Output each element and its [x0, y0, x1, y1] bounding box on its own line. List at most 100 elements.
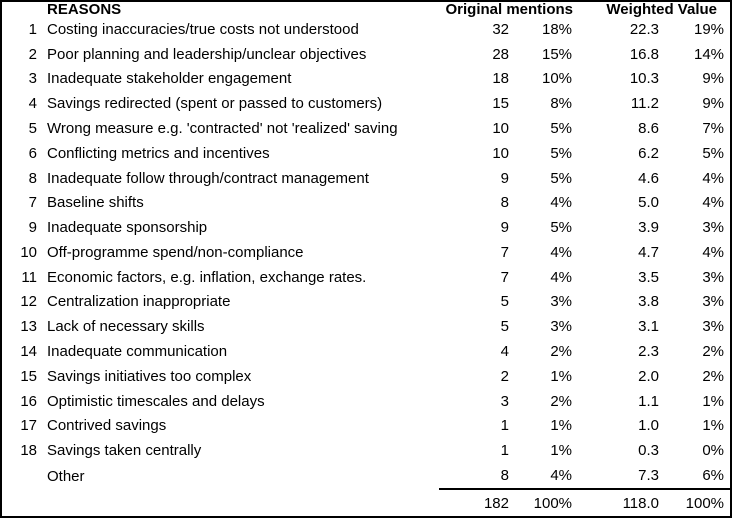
reason-cell: Other: [47, 467, 85, 485]
table-row: 12 Centralization inappropriate 5 3% 3.8…: [2, 290, 730, 315]
reason-cell: Centralization inappropriate: [47, 293, 231, 311]
mentions-pct-cell: 15%: [541, 45, 573, 63]
rank-cell: 13: [20, 318, 37, 336]
reason-cell: Inadequate follow through/contract manag…: [47, 169, 369, 187]
mentions-count-cell: 28: [492, 45, 509, 63]
mentions-count-cell: 7: [500, 243, 509, 261]
rank-cell: 8: [28, 169, 37, 187]
table-row: 2 Poor planning and leadership/unclear o…: [2, 42, 730, 67]
weighted-pct-cell: 0%: [702, 442, 725, 460]
rank-header-spacer: [2, 2, 40, 17]
reason-cell: Inadequate communication: [47, 343, 228, 361]
weighted-value-cell: 22.3: [629, 20, 660, 38]
weighted-pct-cell: 4%: [702, 194, 725, 212]
reason-cell: Off-programme spend/non-compliance: [47, 243, 304, 261]
weighted-pct-cell: 1%: [702, 392, 725, 410]
table-row: 15 Savings initiatives too complex 2 1% …: [2, 364, 730, 389]
table-row: 4 Savings redirected (spent or passed to…: [2, 91, 730, 116]
mentions-count-cell: 32: [492, 20, 509, 38]
table-row: 8 Inadequate follow through/contract man…: [2, 166, 730, 191]
table-row: 3 Inadequate stakeholder engagement 18 1…: [2, 67, 730, 92]
reason-cell: Inadequate sponsorship: [47, 219, 208, 237]
mentions-pct-cell: 5%: [550, 144, 573, 162]
table-row: 6 Conflicting metrics and incentives 10 …: [2, 141, 730, 166]
reason-cell: Baseline shifts: [47, 194, 144, 212]
weighted-value-cell: 7.3: [638, 467, 660, 485]
mentions-count-cell: 5: [500, 318, 509, 336]
weighted-value-cell: 8.6: [638, 120, 660, 138]
mentions-count-cell: 4: [500, 343, 509, 361]
rank-cell: 3: [28, 70, 37, 88]
rank-cell: [2, 463, 40, 489]
reason-cell: Optimistic timescales and delays: [47, 392, 265, 410]
weighted-pct-cell: 4%: [702, 243, 725, 261]
rank-cell: [2, 489, 40, 516]
mentions-count-cell: 18: [492, 70, 509, 88]
table-row: 11 Economic factors, e.g. inflation, exc…: [2, 265, 730, 290]
weighted-pct-cell: 3%: [702, 318, 725, 336]
mentions-pct-cell: 3%: [550, 318, 573, 336]
rank-cell: 18: [20, 442, 37, 460]
weighted-value-cell: 1.0: [638, 417, 660, 435]
mentions-count-cell: 7: [500, 268, 509, 286]
weighted-value-cell: 16.8: [629, 45, 660, 63]
rank-cell: 17: [20, 417, 37, 435]
mentions-count-cell: 9: [500, 169, 509, 187]
weighted-pct-cell: 3%: [702, 293, 725, 311]
original-mentions-header: Original mentions: [445, 1, 574, 18]
weighted-pct-cell: 3%: [702, 219, 725, 237]
table-row: 13 Lack of necessary skills 5 3% 3.1 3%: [2, 314, 730, 339]
rank-cell: 9: [28, 219, 37, 237]
weighted-value-cell: 3.8: [638, 293, 660, 311]
weighted-pct-cell: 4%: [702, 169, 725, 187]
table-row: 7 Baseline shifts 8 4% 5.0 4%: [2, 190, 730, 215]
rank-cell: 1: [28, 20, 37, 38]
mentions-pct-cell: 1%: [550, 417, 573, 435]
mentions-pct-cell: 2%: [550, 343, 573, 361]
rank-cell: 12: [20, 293, 37, 311]
table-row: 9 Inadequate sponsorship 9 5% 3.9 3%: [2, 215, 730, 240]
mentions-count-cell: 8: [500, 194, 509, 212]
weighted-pct-cell: 5%: [702, 144, 725, 162]
weighted-value-cell: 2.3: [638, 343, 660, 361]
weighted-pct-cell: 2%: [702, 367, 725, 385]
weighted-value-cell: 11.2: [630, 95, 660, 113]
mentions-pct-cell: 1%: [550, 367, 573, 385]
weighted-value-cell: 1.1: [638, 392, 660, 410]
reason-cell: Savings initiatives too complex: [47, 367, 252, 385]
mentions-pct-cell: 4%: [550, 243, 573, 261]
mentions-pct-cell: 3%: [550, 293, 573, 311]
rank-cell: 11: [21, 268, 37, 286]
mentions-pct-cell: 4%: [550, 467, 573, 485]
reason-cell: Economic factors, e.g. inflation, exchan…: [47, 268, 367, 286]
weighted-pct-cell: 19%: [693, 20, 725, 38]
mentions-count-cell: 182: [439, 488, 511, 516]
mentions-count-cell: 1: [500, 417, 509, 435]
weighted-pct-cell: 9%: [702, 70, 725, 88]
mentions-pct-cell: 5%: [550, 219, 573, 237]
weighted-value-cell: 3.5: [638, 268, 660, 286]
rank-cell: 2: [28, 45, 37, 63]
rank-cell: 16: [20, 392, 37, 410]
weighted-value-cell: 6.2: [638, 144, 660, 162]
table-row: 16 Optimistic timescales and delays 3 2%…: [2, 389, 730, 414]
mentions-count-cell: 9: [500, 219, 509, 237]
reason-cell: [40, 489, 439, 516]
weighted-value-cell: 3.9: [638, 219, 660, 237]
rank-cell: 7: [28, 194, 37, 212]
mentions-pct-cell: 18%: [541, 20, 573, 38]
mentions-pct-cell: 5%: [550, 169, 573, 187]
mentions-count-cell: 15: [492, 95, 509, 113]
weighted-pct-cell: 3%: [702, 268, 725, 286]
mentions-count-cell: 1: [500, 442, 509, 460]
mentions-count-cell: 8: [500, 467, 509, 485]
weighted-value-cell: 2.0: [638, 367, 660, 385]
reasons-header: REASONS: [47, 1, 122, 18]
weighted-pct-cell: 14%: [693, 45, 725, 63]
weighted-value-cell: 4.6: [638, 169, 660, 187]
mentions-pct-cell: 5%: [550, 120, 573, 138]
weighted-value-cell: 118.0: [574, 488, 662, 516]
reason-cell: Savings redirected (spent or passed to c…: [47, 95, 383, 113]
reason-cell: Inadequate stakeholder engagement: [47, 70, 292, 88]
